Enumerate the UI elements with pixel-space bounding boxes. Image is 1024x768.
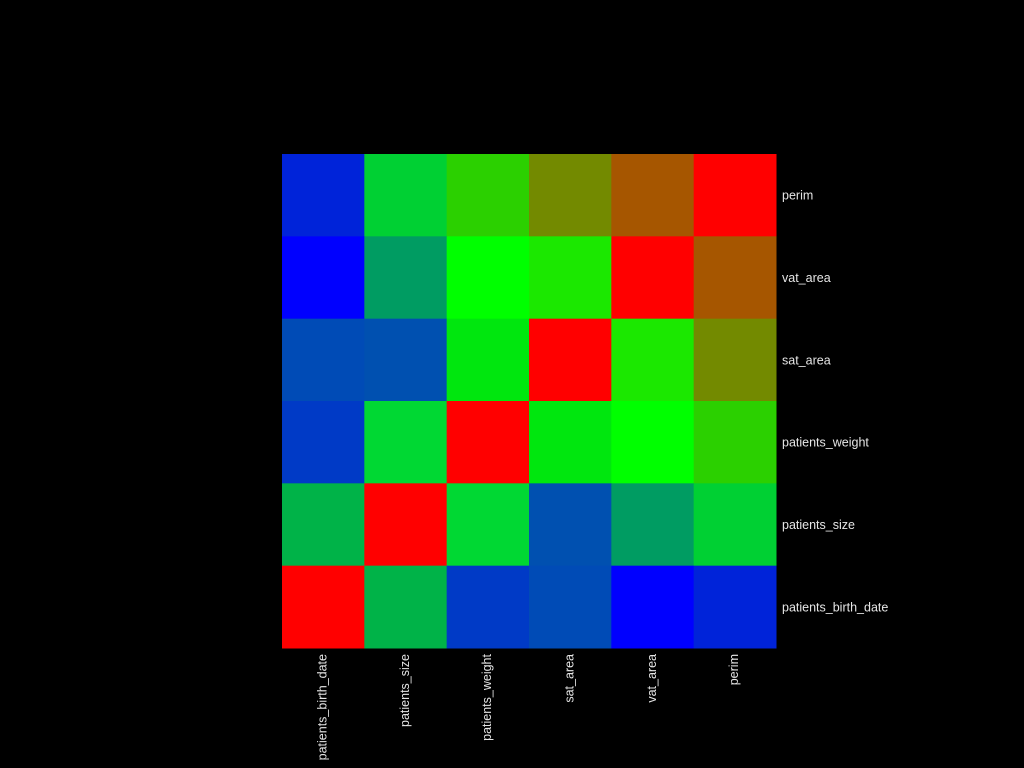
x-axis-tick-labels: patients_birth_date patients_size patients… (315, 653, 741, 760)
heatmap-cell-sat_area-vat_area (611, 318, 695, 402)
heatmap-cell-vat_area-perim (693, 236, 777, 320)
heatmap-cell-sat_area-patients_birth_date (282, 318, 365, 402)
heatmap-cell-patients_weight-patients_weight (446, 401, 530, 484)
heatmap-cell-patients_birth_date-patients_weight (446, 565, 530, 649)
heatmap-cell-sat_area-perim (693, 318, 777, 402)
heatmap-cell-perim-vat_area (611, 154, 695, 237)
x-tick-label-patients_birth_date: patients_birth_date (315, 654, 329, 760)
heatmap-cell-patients_weight-patients_size (364, 401, 448, 484)
x-tick-label-perim: perim (727, 654, 741, 685)
y-tick-label-perim: perim (782, 189, 813, 203)
y-tick-label-sat_area: sat_area (782, 353, 831, 367)
heatmap-cell-perim-patients_weight (446, 154, 530, 237)
heatmap-cell-perim-patients_birth_date (282, 154, 365, 237)
heatmap-cell-vat_area-patients_weight (446, 236, 530, 320)
heatmap-cell-patients_weight-sat_area (529, 401, 612, 484)
heatmap-cells (282, 154, 777, 649)
heatmap-cell-perim-perim (693, 154, 777, 237)
heatmap-cell-patients_size-patients_size (364, 483, 448, 567)
heatmap-cell-patients_size-perim (693, 483, 777, 567)
heatmap-cell-patients_birth_date-perim (693, 565, 777, 649)
y-axis-tick-labels: perim vat_area sat_area patients_weightpati… (782, 189, 888, 615)
heatmap-cell-sat_area-patients_size (364, 318, 448, 402)
heatmap-cell-patients_birth_date-patients_birth_date (282, 565, 365, 649)
heatmap-cell-patients_size-patients_weight (446, 483, 530, 567)
heatmap-cell-sat_area-patients_weight (446, 318, 530, 402)
heatmap-cell-perim-patients_size (364, 154, 448, 237)
heatmap-cell-patients_birth_date-vat_area (611, 565, 695, 649)
heatmap-cell-patients_size-sat_area (529, 483, 612, 567)
y-tick-label-vat_area: vat_area (782, 271, 831, 285)
heatmap-cell-patients_size-patients_birth_date (282, 483, 365, 567)
heatmap-cell-perim-sat_area (529, 154, 612, 237)
heatmap-cell-vat_area-sat_area (529, 236, 612, 320)
heatmap-cell-patients_weight-patients_birth_date (282, 401, 365, 484)
heatmap-cell-vat_area-patients_birth_date (282, 236, 365, 320)
x-tick-label-patients_size: patients_size (398, 654, 412, 727)
heatmap-cell-patients_weight-perim (693, 401, 777, 484)
heatmap-cell-patients_weight-vat_area (611, 401, 695, 484)
heatmap-cell-vat_area-vat_area (611, 236, 695, 320)
x-tick-label-sat_area: sat_area (562, 654, 576, 703)
heatmap-cell-sat_area-sat_area (529, 318, 612, 402)
y-tick-label-patients_birth_date: patients_birth_date (782, 600, 888, 614)
y-tick-label-patients_weight: patients_weight (782, 436, 869, 450)
heatmap-cell-patients_size-vat_area (611, 483, 695, 567)
y-tick-label-patients_size: patients_size (782, 518, 855, 532)
heatmap-cell-patients_birth_date-patients_size (364, 565, 448, 649)
x-tick-label-vat_area: vat_area (645, 654, 659, 703)
heatmap-cell-vat_area-patients_size (364, 236, 448, 320)
x-tick-label-patients_weight: patients_weight (480, 653, 494, 740)
heatmap-cell-patients_birth_date-sat_area (529, 565, 612, 649)
